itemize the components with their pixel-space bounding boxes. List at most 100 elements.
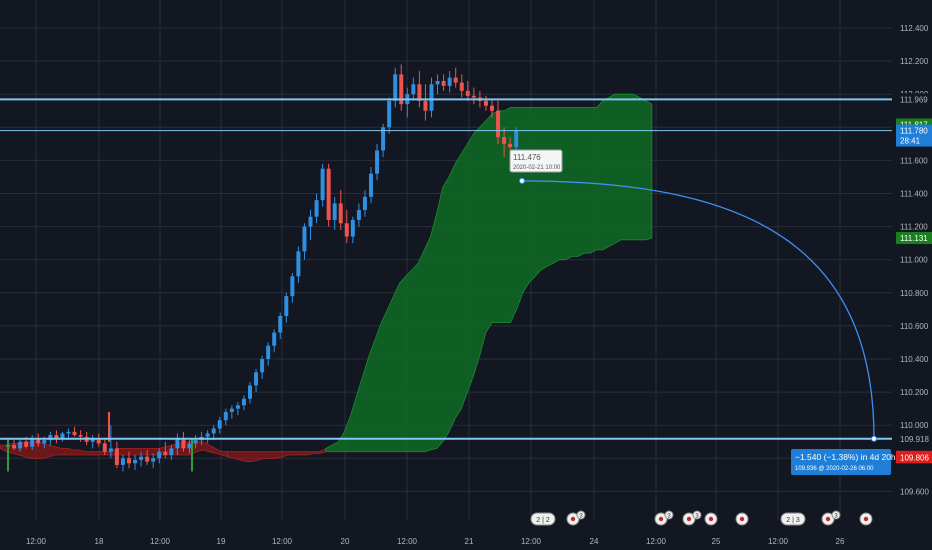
price-tag[interactable]: 111.131 [896, 232, 932, 245]
event-count-bubble [831, 510, 841, 520]
candle-body [181, 438, 186, 449]
price-tooltip: 111.476 2020-02-21 10:00 [509, 149, 563, 173]
candle-body [133, 459, 138, 464]
candle [465, 80, 470, 101]
price-tag-box [896, 432, 932, 445]
candle-body [139, 456, 144, 460]
candle [362, 190, 367, 217]
candle [157, 448, 162, 464]
price-tag[interactable]: 109.918 [896, 432, 932, 445]
candle-body [24, 441, 29, 447]
candle-body [393, 74, 398, 101]
candle-body [375, 150, 380, 174]
candle [120, 454, 125, 472]
event-marker[interactable] [704, 512, 718, 526]
x-tick-label: 12:00 [26, 537, 47, 546]
price-tag[interactable]: 109.806 [896, 451, 932, 464]
candle-body [356, 210, 361, 220]
price-tag[interactable]: 111.780 [896, 124, 932, 137]
candles [6, 64, 519, 472]
candle-body [66, 431, 71, 434]
candle [102, 438, 107, 455]
candle-body [151, 458, 156, 462]
horizontal-levels[interactable] [0, 98, 892, 440]
candle [332, 196, 337, 230]
candle [435, 74, 440, 95]
candle-body [290, 276, 295, 297]
event-marker[interactable]: 3 [821, 510, 841, 526]
candle [223, 408, 228, 426]
event-count: 3 [695, 514, 699, 520]
price-axis[interactable]: 112.400112.200112.000111.800111.600111.4… [896, 24, 932, 496]
candle [496, 100, 501, 144]
y-tick-label: 112.400 [900, 24, 929, 33]
price-tag-box [896, 93, 932, 106]
event-marker[interactable]: 3 [566, 510, 586, 526]
candle [471, 87, 476, 105]
price-tag-label: 111.131 [900, 234, 928, 243]
candle-body [314, 200, 319, 217]
candle [369, 167, 373, 204]
candle-body [12, 445, 17, 449]
candle-body [417, 84, 422, 101]
event-marker[interactable]: 2 | 2 [530, 512, 556, 526]
candle-body [496, 110, 501, 138]
candle-body [217, 420, 222, 429]
candle [248, 382, 252, 404]
candle-body [369, 173, 373, 197]
forecast-label: −1.540 (−1.38%) in 4d 20h 109.936 @ 2020-… [791, 449, 896, 475]
forecast-end-point[interactable] [871, 435, 877, 442]
candle-body [350, 219, 355, 237]
candle [241, 395, 246, 411]
candle-body [120, 458, 125, 465]
candle [139, 451, 144, 467]
candle-body [441, 80, 446, 86]
candle-body [284, 296, 289, 316]
candle-body [254, 372, 259, 386]
time-axis[interactable]: 12:00 18 12:00 19 12:00 20 12:00 21 12:00 24 12:00… [26, 537, 845, 546]
candle [260, 355, 265, 379]
candle [290, 272, 295, 303]
candle-body [96, 438, 101, 444]
event-count-bubble [692, 510, 702, 520]
event-marker[interactable] [735, 512, 749, 526]
candle [181, 431, 186, 452]
candle-body [399, 74, 404, 105]
event-marker[interactable]: 2 | 3 [780, 512, 806, 526]
candle [217, 416, 222, 434]
flag-dot-icon [686, 516, 692, 522]
candle-body [502, 137, 507, 144]
candle [96, 433, 101, 447]
x-tick-label: 26 [836, 537, 845, 546]
forecast-curve[interactable] [521, 180, 875, 439]
price-tag[interactable]: 28:41 [896, 134, 932, 147]
forecast-arc[interactable]: 111.476 2020-02-21 10:00 −1.540 (−1.38%) i… [509, 149, 896, 475]
candle-body [320, 168, 325, 201]
cloud-segment [325, 93, 653, 453]
price-tag-box [896, 451, 932, 464]
candle [344, 210, 349, 244]
event-marker[interactable]: 3 [682, 510, 702, 526]
candle [54, 430, 59, 444]
candle-body [18, 441, 23, 449]
event-marker[interactable]: 3 [654, 510, 674, 526]
candle [350, 216, 355, 244]
candle-body [114, 448, 119, 465]
candle [254, 368, 259, 393]
candle [235, 402, 240, 416]
price-tag[interactable]: 111.969 [896, 93, 932, 106]
price-tag-box [896, 134, 932, 147]
forecast-start-point[interactable] [519, 177, 525, 184]
economic-events[interactable]: 2 | 2 3 3 3 2 | 3 3 [530, 510, 873, 526]
candle-body [435, 80, 440, 85]
price-tag-box [896, 232, 932, 245]
candle-body [60, 433, 65, 439]
y-tick-label: 112.200 [900, 57, 929, 66]
candle [211, 425, 216, 441]
candle-body [332, 203, 337, 220]
candle-body [72, 431, 77, 436]
candle [399, 64, 404, 111]
event-marker[interactable] [859, 512, 873, 526]
candle-body [362, 196, 367, 211]
